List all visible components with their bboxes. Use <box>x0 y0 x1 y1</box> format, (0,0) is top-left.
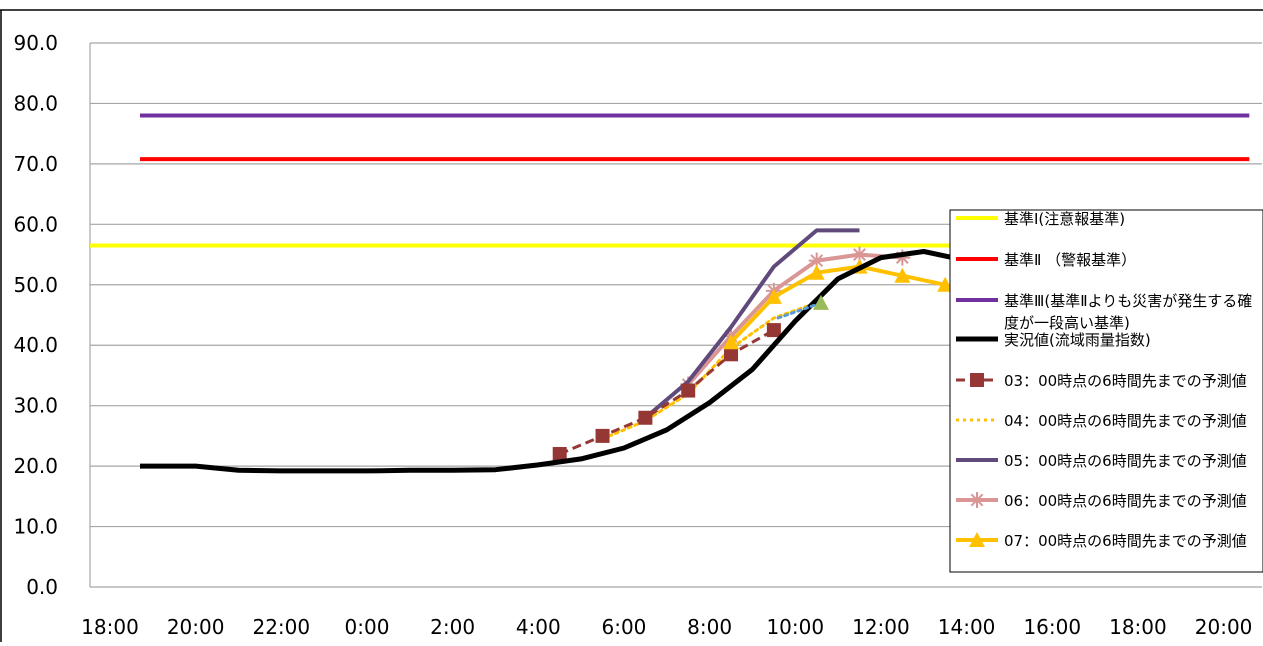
legend-box <box>949 209 1263 573</box>
x-tick-label: 4:00 <box>516 615 561 639</box>
data-point-square <box>681 383 696 398</box>
data-point-square <box>970 373 984 387</box>
data-point-triangle <box>723 334 740 350</box>
y-tick-label: 30.0 <box>13 394 58 418</box>
data-point-triangle <box>812 294 829 310</box>
legend-label: 基準Ⅰ(注意報基準) <box>1004 210 1125 228</box>
y-tick-label: 90.0 <box>13 31 58 55</box>
data-point-triangle <box>969 532 985 547</box>
y-tick-label: 10.0 <box>13 515 58 539</box>
y-tick-label: 80.0 <box>13 91 58 115</box>
data-point-square <box>595 428 610 443</box>
legend-label: 基準Ⅱ （警報基準） <box>1004 251 1136 269</box>
legend-label: 07：00時点の6時間先までの予測値 <box>1004 532 1247 550</box>
data-point-square <box>638 410 653 425</box>
legend-label: 05：00時点の6時間先までの予測値 <box>1004 452 1247 470</box>
y-axis-tick-labels: 0.0 10.0 20.0 30.0 40.0 50.0 60.0 70.0 80.0 90.0 <box>13 31 58 599</box>
x-tick-label: 18:00 <box>81 615 139 639</box>
x-tick-label: 0:00 <box>345 615 390 639</box>
data-point-square <box>724 347 739 362</box>
x-tick-label: 6:00 <box>601 615 646 639</box>
legend-label: 実況値(流域雨量指数) <box>1004 331 1151 349</box>
series-line <box>559 328 775 456</box>
y-tick-label: 60.0 <box>13 212 58 236</box>
data-point-triangle <box>894 267 911 283</box>
series-line <box>729 264 946 344</box>
data-point-square <box>766 323 781 338</box>
x-tick-label: 18:00 <box>1109 615 1167 639</box>
x-tick-label: 10:00 <box>766 615 824 639</box>
x-tick-label: 22:00 <box>252 615 310 639</box>
legend-label: 度が一段高い基準) <box>1004 314 1130 332</box>
legend-label: 04：00時点の6時間先までの予測値 <box>1004 412 1247 430</box>
x-tick-label: 20:00 <box>167 615 225 639</box>
x-tick-label: 16:00 <box>1023 615 1081 639</box>
x-tick-label: 14:00 <box>938 615 996 639</box>
data-point-triangle <box>937 276 954 292</box>
y-tick-label: 0.0 <box>26 575 58 599</box>
series-line <box>140 249 1053 474</box>
x-tick-label: 8:00 <box>687 615 732 639</box>
data-point-triangle <box>765 288 782 304</box>
data-point-square <box>552 447 567 462</box>
x-tick-label: 2:00 <box>430 615 475 639</box>
legend-label: 06：00時点の6時間先までの予測値 <box>1004 492 1247 510</box>
y-tick-label: 70.0 <box>13 152 58 176</box>
y-tick-label: 20.0 <box>13 454 58 478</box>
y-tick-label: 50.0 <box>13 273 58 297</box>
data-point-asterisk <box>969 492 985 508</box>
extra-dotted-line <box>776 301 823 320</box>
data-point-triangle <box>808 264 825 280</box>
series-line <box>644 228 860 420</box>
data-point-asterisk <box>851 246 868 263</box>
legend-label: 03：00時点の6時間先までの予測値 <box>1004 372 1247 390</box>
x-tick-label: 12:00 <box>852 615 910 639</box>
legend: 基準Ⅰ(注意報基準) 基準Ⅱ （警報基準） 基準Ⅲ(基準Ⅱよりも災害が発生する確度が… <box>949 209 1263 573</box>
x-tick-label: 20:00 <box>1195 615 1253 639</box>
legend-label: 基準Ⅲ(基準Ⅱよりも災害が発生する確 <box>1004 292 1252 310</box>
y-tick-label: 40.0 <box>13 333 58 357</box>
x-axis-tick-labels: 18:00 20:00 22:00 0:00 2:00 4:00 6:00 8:00 10:00… <box>81 615 1252 639</box>
